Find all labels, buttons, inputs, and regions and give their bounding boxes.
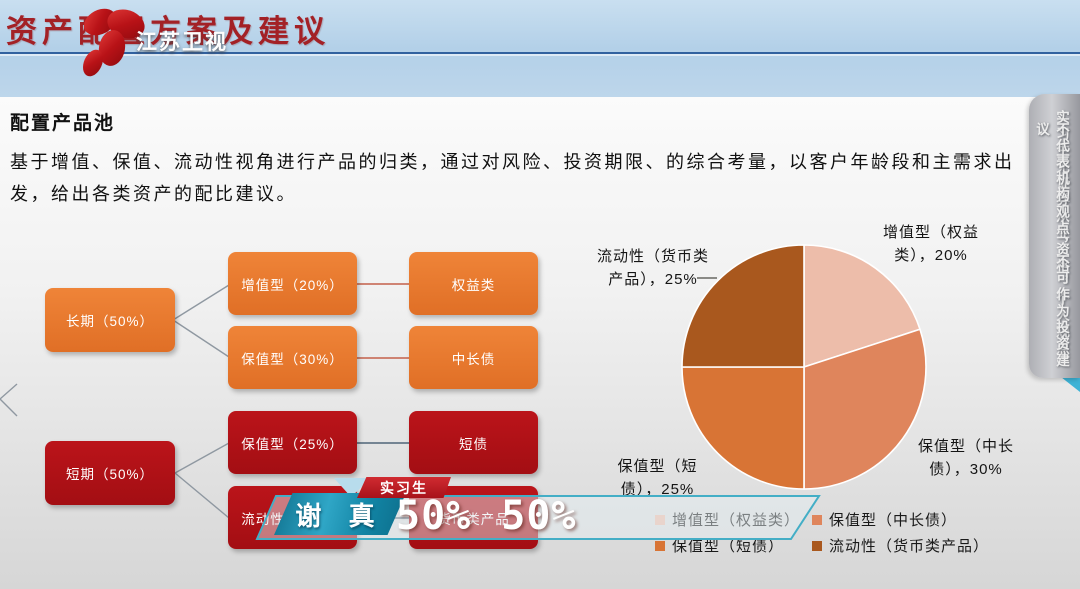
legend-swatch-icon — [812, 540, 822, 551]
pie-legend: 增值型（权益类） 保值型（中长债） 保值型（短债） 流动性（货币类产品） — [655, 509, 989, 556]
pie-label-liquidity: 流动性（货币类 产品），25% — [596, 248, 709, 288]
pie-label-appreciation: 增值型（权益 类），20% — [882, 224, 979, 264]
title-underline — [0, 52, 1080, 54]
legend-label: 流动性（货币类产品） — [829, 538, 990, 555]
legend-item-liquidity: 流动性（货币类产品） — [812, 535, 989, 556]
legend-item-mid-long-bond: 保值型（中长债） — [812, 509, 989, 530]
legend-label: 保值型（短债） — [672, 538, 785, 555]
logo-text: 江苏卫视 — [136, 31, 228, 54]
caption-values: 50% 50% — [396, 492, 577, 540]
flow-node-preservation-30: 保值型（30%） — [228, 326, 357, 389]
pie-slice — [803, 244, 921, 368]
flow-node-equity: 权益类 — [409, 252, 538, 315]
page-title: 资产配置方案及建议 — [6, 14, 330, 50]
flow-node-mid-long-bond: 中长债 — [409, 326, 538, 389]
flow-node-preservation-25: 保值型（25%） — [228, 411, 357, 474]
legend-label: 增值型（权益类） — [672, 512, 801, 529]
disclaimer-line-1: 实习生无证券从业资格，个人观点 — [1054, 110, 1069, 358]
flower-logo-icon — [82, 8, 145, 77]
legend-label: 保值型（中长债） — [829, 512, 958, 529]
disclaimer-ribbon — [1029, 94, 1080, 378]
pie-slice — [681, 244, 805, 368]
jiangsu-tv-logo: 江苏卫视 — [60, 0, 250, 80]
header-band — [0, 0, 1080, 97]
pie-label-mid-long-bond: 保值型（中长 债），30% — [917, 438, 1014, 478]
disclaimer-line-2: 不代表机构观点，不可作为投资建议 — [1034, 122, 1069, 370]
section-heading: 配置产品池 — [10, 113, 116, 134]
intro-paragraph: 基于增值、保值、流动性视角进行产品的归类，通过对风险、投资期限、的综合考量，以客… — [10, 152, 1015, 205]
caption-value-left: 50% — [396, 493, 472, 539]
pie-slice — [681, 366, 805, 490]
legend-item-appreciation: 增值型（权益类） — [655, 509, 812, 530]
pie-leader-line — [697, 277, 717, 279]
caption-value-right: 50% — [501, 493, 577, 539]
pie-slice — [803, 328, 927, 490]
pie-label-short-bond: 保值型（短 债），25% — [617, 458, 698, 498]
flow-node-long-term: 长期（50%） — [45, 288, 175, 352]
legend-swatch-icon — [812, 514, 822, 525]
pie-chart — [681, 244, 927, 490]
caption-role-badge: 实习生 — [357, 477, 451, 498]
legend-swatch-icon — [655, 540, 665, 551]
flow-node-short-bond: 短债 — [409, 411, 538, 474]
flow-node-appreciation-20: 增值型（20%） — [228, 252, 357, 315]
caption-name-plate: 谢 真 — [274, 493, 406, 535]
legend-item-short-bond: 保值型（短债） — [655, 535, 812, 556]
flow-node-short-term: 短期（50%） — [45, 441, 175, 505]
legend-swatch-icon — [655, 514, 665, 525]
